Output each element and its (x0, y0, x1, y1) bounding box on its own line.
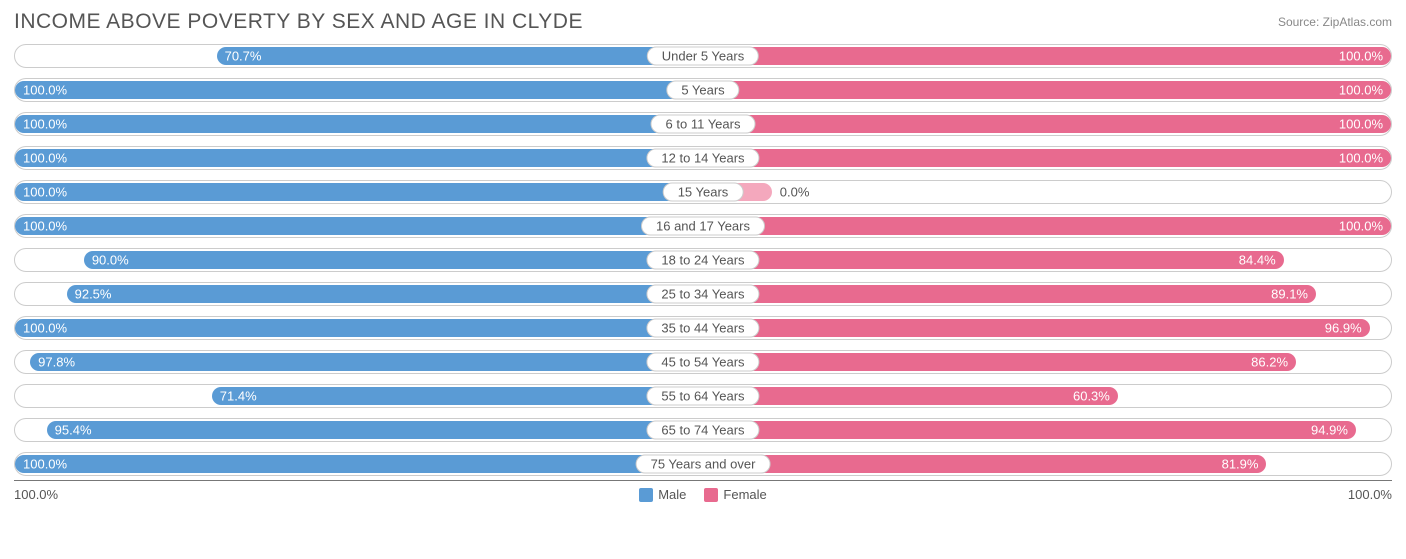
value-female: 100.0% (1339, 219, 1383, 234)
value-female: 94.9% (1311, 423, 1348, 438)
bar-female: 86.2% (703, 353, 1296, 371)
bar-female: 96.9% (703, 319, 1370, 337)
age-label: Under 5 Years (647, 47, 759, 66)
bar-male: 92.5% (67, 285, 703, 303)
value-male: 100.0% (23, 83, 67, 98)
value-male: 100.0% (23, 457, 67, 472)
value-male: 92.5% (75, 287, 112, 302)
age-label: 55 to 64 Years (646, 387, 759, 406)
bar-female: 81.9% (703, 455, 1266, 473)
chart-row: 70.7% 100.0% Under 5 Years (14, 44, 1392, 68)
value-female: 81.9% (1222, 457, 1259, 472)
axis-line (14, 480, 1392, 481)
chart-row: 95.4% 94.9% 65 to 74 Years (14, 418, 1392, 442)
value-female: 89.1% (1271, 287, 1308, 302)
age-label: 5 Years (666, 81, 739, 100)
value-female: 84.4% (1239, 253, 1276, 268)
value-female: 100.0% (1339, 151, 1383, 166)
bar-female: 94.9% (703, 421, 1356, 439)
chart-row: 100.0% 100.0% 6 to 11 Years (14, 112, 1392, 136)
bar-female: 89.1% (703, 285, 1316, 303)
age-label: 75 Years and over (636, 455, 771, 474)
swatch-female (704, 488, 718, 502)
bar-female: 100.0% (703, 115, 1391, 133)
bar-male: 97.8% (30, 353, 703, 371)
chart-row: 100.0% 100.0% 16 and 17 Years (14, 214, 1392, 238)
bar-female: 100.0% (703, 149, 1391, 167)
bar-male: 100.0% (15, 455, 703, 473)
swatch-male (639, 488, 653, 502)
chart-row: 90.0% 84.4% 18 to 24 Years (14, 248, 1392, 272)
value-male: 100.0% (23, 219, 67, 234)
legend: Male Female (639, 487, 767, 502)
value-female: 100.0% (1339, 117, 1383, 132)
chart-row: 100.0% 100.0% 5 Years (14, 78, 1392, 102)
bar-male: 70.7% (217, 47, 703, 65)
bar-male: 90.0% (84, 251, 703, 269)
bar-male: 100.0% (15, 115, 703, 133)
legend-female-label: Female (723, 487, 766, 502)
age-label: 6 to 11 Years (651, 115, 756, 134)
bar-male: 100.0% (15, 319, 703, 337)
value-male: 100.0% (23, 185, 67, 200)
bar-female: 100.0% (703, 81, 1391, 99)
bar-male: 100.0% (15, 149, 703, 167)
value-male: 71.4% (220, 389, 257, 404)
chart-row: 100.0% 81.9% 75 Years and over (14, 452, 1392, 476)
bar-female: 100.0% (703, 47, 1391, 65)
chart-row: 100.0% 0.0% 15 Years (14, 180, 1392, 204)
chart-row: 100.0% 100.0% 12 to 14 Years (14, 146, 1392, 170)
value-male: 70.7% (225, 49, 262, 64)
chart-title: INCOME ABOVE POVERTY BY SEX AND AGE IN C… (14, 10, 583, 34)
bar-male: 100.0% (15, 81, 703, 99)
bar-male: 100.0% (15, 183, 703, 201)
source-label: Source: ZipAtlas.com (1278, 15, 1392, 29)
value-male: 100.0% (23, 321, 67, 336)
age-label: 18 to 24 Years (646, 251, 759, 270)
axis-left-label: 100.0% (14, 487, 58, 502)
value-female: 100.0% (1339, 49, 1383, 64)
legend-male-label: Male (658, 487, 686, 502)
bar-male: 71.4% (212, 387, 703, 405)
age-label: 65 to 74 Years (646, 421, 759, 440)
chart-row: 100.0% 96.9% 35 to 44 Years (14, 316, 1392, 340)
value-male: 90.0% (92, 253, 129, 268)
bar-female: 84.4% (703, 251, 1284, 269)
chart-row: 97.8% 86.2% 45 to 54 Years (14, 350, 1392, 374)
butterfly-chart: 70.7% 100.0% Under 5 Years 100.0% 100.0% 5 Ye… (14, 44, 1392, 476)
chart-row: 92.5% 89.1% 25 to 34 Years (14, 282, 1392, 306)
value-male: 100.0% (23, 151, 67, 166)
axis-right-label: 100.0% (1348, 487, 1392, 502)
value-male: 95.4% (55, 423, 92, 438)
value-female: 60.3% (1073, 389, 1110, 404)
age-label: 12 to 14 Years (646, 149, 759, 168)
age-label: 16 and 17 Years (641, 217, 765, 236)
bar-male: 100.0% (15, 217, 703, 235)
value-female: 86.2% (1251, 355, 1288, 370)
value-male: 97.8% (38, 355, 75, 370)
legend-female: Female (704, 487, 766, 502)
value-female: 0.0% (780, 185, 1383, 200)
age-label: 25 to 34 Years (646, 285, 759, 304)
value-male: 100.0% (23, 117, 67, 132)
legend-male: Male (639, 487, 686, 502)
bar-female: 100.0% (703, 217, 1391, 235)
chart-row: 71.4% 60.3% 55 to 64 Years (14, 384, 1392, 408)
age-label: 45 to 54 Years (646, 353, 759, 372)
age-label: 15 Years (663, 183, 744, 202)
value-female: 96.9% (1325, 321, 1362, 336)
bar-female: 60.3% (703, 387, 1118, 405)
age-label: 35 to 44 Years (646, 319, 759, 338)
value-female: 100.0% (1339, 83, 1383, 98)
bar-male: 95.4% (47, 421, 703, 439)
